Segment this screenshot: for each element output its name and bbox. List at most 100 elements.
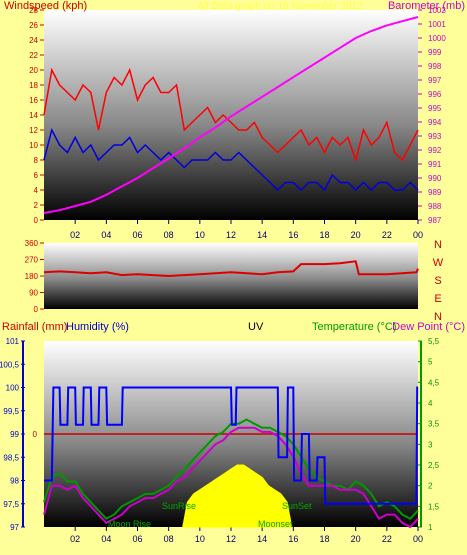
temperature-y-tick-label: 4 — [428, 399, 433, 408]
humidity-y-tick-label: 100,5 — [0, 360, 20, 369]
wind-x-tick-label: 20 — [351, 230, 361, 240]
humidity-y-tick-label: 97 — [10, 523, 19, 532]
wind-y-tick-label: 4 — [34, 186, 39, 195]
compass-label: N — [434, 311, 442, 323]
wind-x-tick-label: 04 — [101, 230, 111, 240]
annotation-moon-rise: Moon Rise — [108, 519, 151, 529]
wind-y-tick-label: 10 — [29, 141, 38, 150]
wind-x-tick-label: 08 — [164, 230, 174, 240]
climate-x-tick-label: 20 — [351, 534, 361, 544]
direction-series — [43, 260, 419, 278]
wind-x-tick-label: 22 — [382, 230, 392, 240]
humidity-y-tick-label: 100 — [6, 384, 20, 393]
wind-y-tick-label: 14 — [29, 111, 38, 120]
barometer-y-ticks: 987 988 989 990 991 992 993 994 995 996 997 998 999 1… — [418, 6, 446, 225]
temperature-y-tick-label: 4,5 — [428, 378, 440, 387]
wind-y-tick-label: 22 — [29, 51, 38, 60]
wind-x-tick-label: 00 — [413, 230, 423, 240]
wind-x-ticks: 02 04 06 08 10 12 14 16 18 20 22 00 — [70, 220, 423, 240]
climate-x-tick-label: 04 — [101, 534, 111, 544]
barometer-y-tick-label: 995 — [428, 104, 442, 113]
direction-series-line — [43, 260, 419, 278]
climate-x-tick-label: 18 — [319, 534, 329, 544]
compass-label: N — [434, 239, 442, 251]
temperature-y-tick-label: 1 — [428, 523, 433, 532]
humidity-axis-label: Humidity (%) — [66, 321, 129, 333]
barometer-y-tick-label: 1001 — [428, 20, 446, 29]
annotation-sunrise: SunRise — [162, 501, 196, 511]
dewpoint-axis-label: Dew Point (°C) — [392, 321, 465, 333]
compass-label: S — [434, 275, 441, 287]
temperature-series-line — [43, 426, 419, 529]
temperature-y-tick-label: 3,5 — [428, 420, 440, 429]
windspeed-axis-label: Windspeed (kph) — [4, 0, 87, 12]
wind-x-tick-label: 02 — [70, 230, 80, 240]
climate-x-ticks: 02 04 06 08 10 12 14 16 18 20 22 00 — [70, 527, 423, 544]
wind-plot-area — [44, 10, 418, 220]
average-series-line — [43, 127, 419, 192]
wind-y-tick-label: 6 — [34, 171, 39, 180]
temperature-y-tick-label: 2,5 — [428, 461, 440, 470]
direction-y-ticks: 0 90 180 270 360 — [25, 239, 44, 314]
climate-x-tick-label: 12 — [226, 534, 236, 544]
wind-y-tick-label: 20 — [29, 66, 38, 75]
rainfall-axis-label: Rainfall (mm) — [2, 321, 67, 333]
wind-y-tick-label: 18 — [29, 81, 38, 90]
climate-x-tick-label: 06 — [132, 534, 142, 544]
uv-series-area — [182, 464, 293, 528]
wind-y-tick-label: 12 — [29, 126, 38, 135]
temperature-y-tick-label: 5 — [428, 358, 433, 367]
wind-x-tick-label: 06 — [132, 230, 142, 240]
rainfall-zero-label: 0 — [33, 430, 38, 439]
climate-x-tick-label: 14 — [257, 534, 267, 544]
humidity-y-ticks: 97 97,5 98 98,5 99 99,5 100 100,5 101 0 — [0, 337, 418, 532]
direction-y-tick-label: 180 — [25, 272, 39, 281]
humidity-y-tick-label: 98,5 — [3, 453, 19, 462]
barometer-series-line — [43, 16, 419, 214]
barometer-y-tick-label: 991 — [428, 160, 442, 169]
humidity-y-tick-label: 98 — [10, 477, 19, 486]
barometer-y-tick-label: 992 — [428, 146, 442, 155]
barometer-y-tick-label: 999 — [428, 48, 442, 57]
wind-y-tick-label: 2 — [34, 201, 39, 210]
annotation-sunset: SunSet — [282, 501, 312, 511]
humidity-y-tick-label: 97,5 — [3, 500, 19, 509]
humidity-y-tick-label: 99,5 — [3, 407, 19, 416]
barometer-y-tick-label: 994 — [428, 118, 442, 127]
temperature-y-tick-label: 1,5 — [428, 502, 440, 511]
direction-y-tick-label: 270 — [25, 256, 39, 265]
chart-title: All Data graph on 19 November 2012 — [197, 1, 363, 12]
compass-label: W — [433, 257, 444, 269]
wind-y-tick-label: 28 — [29, 6, 38, 15]
direction-y-tick-label: 360 — [25, 239, 39, 248]
temperature-y-ticks: 1 1,5 2 2,5 3 3,5 4 4,5 5 5,5 — [418, 337, 440, 532]
direction-y-tick-label: 0 — [34, 305, 39, 314]
barometer-y-tick-label: 1000 — [428, 34, 446, 43]
wind-y-tick-label: 26 — [29, 21, 38, 30]
temperature-y-tick-label: 2 — [428, 482, 433, 491]
compass-label: E — [434, 293, 441, 305]
wind-x-tick-label: 18 — [319, 230, 329, 240]
humidity-series-line — [44, 386, 419, 505]
temperature-axis-label: Temperature (°C) — [312, 321, 396, 333]
climate-series — [43, 386, 419, 529]
uv-axis-label: UV — [248, 321, 264, 333]
wind-y-tick-label: 24 — [29, 36, 38, 45]
wind-series — [43, 16, 419, 214]
barometer-axis-label: Barometer (mb) — [388, 0, 465, 12]
temperature-y-tick-label: 5,5 — [428, 337, 440, 346]
wind-x-tick-label: 10 — [195, 230, 205, 240]
annotation-moonset: Moonset — [258, 519, 293, 529]
climate-x-tick-label: 02 — [70, 534, 80, 544]
barometer-y-tick-label: 997 — [428, 76, 442, 85]
wind-y-tick-label: 16 — [29, 96, 38, 105]
direction-y-tick-label: 90 — [29, 289, 38, 298]
barometer-y-tick-label: 989 — [428, 188, 442, 197]
climate-x-tick-label: 10 — [195, 534, 205, 544]
barometer-y-tick-label: 996 — [428, 90, 442, 99]
wind-x-tick-label: 12 — [226, 230, 236, 240]
wind-y-tick-label: 8 — [34, 156, 39, 165]
